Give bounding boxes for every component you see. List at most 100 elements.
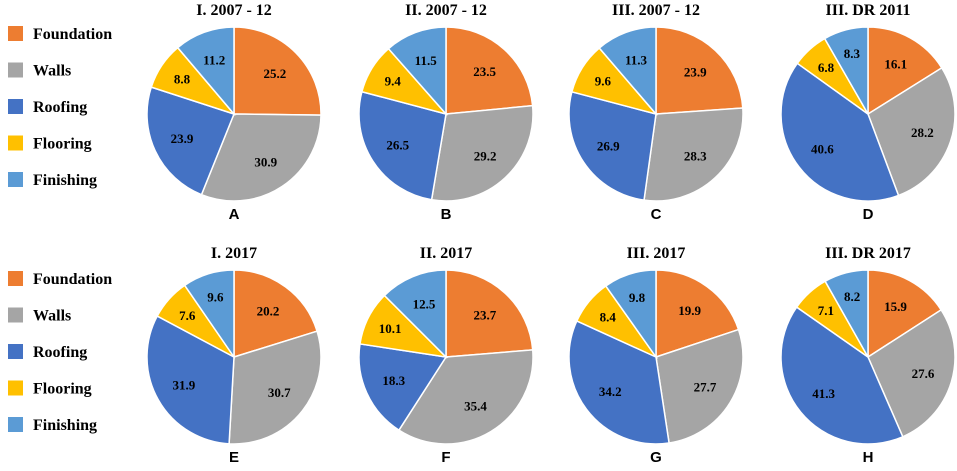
pie-title: I. 2007 - 12 xyxy=(196,2,272,19)
slice-foundation xyxy=(445,269,534,358)
slice-label-flooring: 8.8 xyxy=(174,72,191,87)
slice-label-finishing: 8.2 xyxy=(844,289,860,304)
slice-label-roofing: 26.5 xyxy=(386,138,409,153)
slice-foundation xyxy=(233,26,322,116)
slice-label-foundation: 23.9 xyxy=(684,65,707,80)
slice-foundation xyxy=(867,269,943,359)
slice-label-flooring: 9.6 xyxy=(595,73,612,88)
legend-swatch-flooring xyxy=(8,380,23,396)
slice-label-foundation: 16.1 xyxy=(884,56,907,71)
slice-label-foundation: 19.9 xyxy=(678,303,701,318)
slice-walls xyxy=(643,107,744,202)
slice-label-walls: 27.6 xyxy=(912,366,935,381)
slice-foundation xyxy=(445,26,534,115)
slice-foundation xyxy=(233,269,319,359)
pie-letter: B xyxy=(441,206,452,223)
pie-letter: G xyxy=(650,449,662,466)
pie-chart-a: I. 2007 - 12 25.2 30.9 23.9 8.8 11.2 A xyxy=(146,2,322,223)
slice-walls xyxy=(200,113,322,202)
slice-finishing xyxy=(604,269,657,360)
slice-walls xyxy=(867,66,956,197)
slice-label-roofing: 26.9 xyxy=(597,138,620,153)
slice-label-roofing: 41.3 xyxy=(812,386,835,401)
slice-walls xyxy=(228,330,322,445)
pie-title: III. DR 2017 xyxy=(825,245,911,262)
legend-swatch-flooring xyxy=(8,135,23,151)
slice-foundation xyxy=(655,269,740,359)
legend-swatch-walls xyxy=(8,62,23,78)
pie-title: II. 2017 xyxy=(420,245,472,262)
legend-swatch-foundation xyxy=(8,26,23,41)
slice-label-walls: 28.3 xyxy=(684,149,707,164)
slice-label-roofing: 31.9 xyxy=(173,378,196,393)
legend-swatch-finishing xyxy=(8,417,23,432)
pie-title: III. 2007 - 12 xyxy=(612,2,700,19)
slice-label-walls: 35.4 xyxy=(464,399,487,414)
slice-label-finishing: 11.3 xyxy=(625,53,648,68)
slice-label-roofing: 18.3 xyxy=(382,373,405,388)
pie-title: II. 2007 - 12 xyxy=(405,2,487,19)
legend-label-finishing: Finishing xyxy=(33,172,97,189)
slice-finishing xyxy=(387,26,447,116)
slice-label-foundation: 23.7 xyxy=(474,307,497,322)
slice-finishing xyxy=(183,269,235,360)
legend-label-flooring: Flooring xyxy=(33,136,92,153)
legend-label-foundation: Foundation xyxy=(33,271,112,288)
slice-label-roofing: 34.2 xyxy=(599,384,622,399)
legend-swatch-roofing xyxy=(8,99,23,114)
slice-label-walls: 30.9 xyxy=(254,154,277,169)
slice-walls xyxy=(655,328,744,444)
pie-letter: C xyxy=(651,206,662,223)
pie-chart-g: III. 2017 19.9 27.7 34.2 8.4 9.8 G xyxy=(568,245,744,466)
slice-label-roofing: 23.9 xyxy=(171,131,194,146)
slice-label-walls: 29.2 xyxy=(474,149,497,164)
slice-roofing xyxy=(146,86,235,196)
pie-chart-e: I. 2017 20.2 30.7 31.9 7.6 9.6 E xyxy=(146,245,322,466)
slice-label-foundation: 23.5 xyxy=(473,64,496,79)
slice-foundation xyxy=(655,26,744,115)
legend-swatch-finishing xyxy=(8,172,23,187)
legend-label-finishing: Finishing xyxy=(33,417,97,434)
legend-swatch-foundation xyxy=(8,271,23,286)
pie-chart-f: II. 2017 23.7 35.4 18.3 10.1 12.5 F xyxy=(358,245,534,466)
slice-roofing xyxy=(358,90,447,201)
slice-roofing xyxy=(358,343,448,432)
slice-label-finishing: 12.5 xyxy=(413,297,436,312)
slice-label-walls: 30.7 xyxy=(268,385,291,400)
slice-finishing xyxy=(823,26,869,117)
legend-label-roofing: Roofing xyxy=(33,344,87,361)
pie-chart-c: III. 2007 - 12 23.9 28.3 26.9 9.6 11.3 C xyxy=(568,2,744,223)
legend-label-roofing: Roofing xyxy=(33,99,87,116)
legend-swatch-roofing xyxy=(8,344,23,359)
slice-label-flooring: 7.6 xyxy=(179,308,196,323)
slice-label-finishing: 11.2 xyxy=(203,53,225,68)
pie-letter: A xyxy=(229,206,240,223)
pie-title: I. 2017 xyxy=(211,245,257,262)
slice-label-flooring: 7.1 xyxy=(818,303,834,318)
pie-chart-b: II. 2007 - 12 23.5 29.2 26.5 9.4 11.5 B xyxy=(358,2,534,223)
slice-finishing xyxy=(824,269,869,360)
slice-finishing xyxy=(383,269,447,359)
slice-roofing xyxy=(568,90,657,202)
slice-roofing xyxy=(780,306,904,445)
slice-label-finishing: 8.3 xyxy=(844,46,861,61)
legend-swatch-walls xyxy=(8,307,23,323)
legend-2: Foundation Walls Roofing Flooring Finishing xyxy=(8,271,112,434)
pie-letter: F xyxy=(441,449,450,466)
slice-label-foundation: 25.2 xyxy=(264,66,287,81)
slice-label-flooring: 9.4 xyxy=(385,74,402,89)
legend-label-flooring: Flooring xyxy=(33,381,92,398)
slice-foundation xyxy=(867,26,943,116)
slice-walls xyxy=(397,349,534,445)
pie-title: III. 2017 xyxy=(627,245,686,262)
slice-label-finishing: 9.8 xyxy=(629,290,646,305)
slice-walls xyxy=(430,104,534,202)
slice-finishing xyxy=(176,26,235,117)
slice-label-roofing: 40.6 xyxy=(811,141,834,156)
legend-label-foundation: Foundation xyxy=(33,26,112,43)
slice-label-foundation: 20.2 xyxy=(257,303,280,318)
pie-letter: E xyxy=(229,449,239,466)
legend-label-walls: Walls xyxy=(33,308,71,325)
pie-letter: H xyxy=(863,449,874,466)
